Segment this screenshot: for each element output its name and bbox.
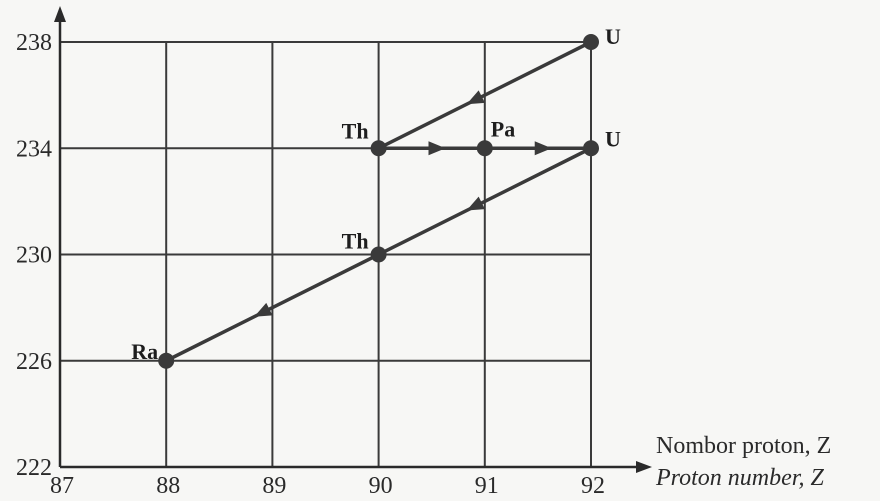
x-tick-label: 88 [156, 473, 180, 499]
y-tick-label: 226 [16, 349, 52, 375]
transition-arrow [254, 302, 273, 317]
x-tick-label: 90 [369, 473, 393, 499]
nuclide-labels: U Th Pa U Th Ra [131, 24, 621, 364]
nuclide-point [370, 140, 387, 157]
y-tick-label: 238 [16, 30, 52, 56]
nuclide-point [476, 140, 493, 157]
transition-line [165, 252, 380, 363]
nuclide-point [583, 140, 599, 157]
transition-arrow [534, 141, 552, 156]
nuclide-point [158, 352, 175, 369]
nuclide-point [370, 246, 387, 263]
x-tick-label: 87 [50, 473, 74, 499]
transition-arrow [466, 90, 485, 105]
decay-transitions [165, 40, 592, 363]
x-tick-label: 89 [262, 473, 286, 499]
grid [60, 41, 592, 467]
nuclide-label: U [605, 126, 621, 151]
nuclide-label: U [605, 24, 621, 49]
y-tick-label: 230 [16, 243, 52, 269]
x-axis-label: Nombor proton, Z [656, 433, 831, 459]
transition-line [377, 40, 592, 150]
nuclide-label: Th [342, 229, 369, 254]
axes [54, 6, 652, 473]
transition-arrow [466, 196, 485, 211]
y-tick-label: 234 [16, 136, 52, 162]
y-axis-arrow [54, 6, 66, 22]
tick-labels: 87 88 89 90 91 92 222 226 230 234 238 [16, 30, 605, 499]
x-axis-label-translation: Proton number, Z [655, 465, 824, 491]
nuclide-points [158, 34, 599, 369]
y-tick-label: 222 [16, 455, 52, 481]
transition-arrow [428, 141, 446, 156]
nuclide-point [583, 34, 599, 50]
x-axis-arrow [636, 461, 652, 473]
transition-line [377, 146, 592, 257]
nuclide-label: Ra [131, 339, 158, 364]
x-tick-label: 91 [475, 473, 499, 499]
nuclide-label: Pa [491, 116, 515, 141]
nuclide-label: Th [342, 118, 369, 143]
x-tick-label: 92 [581, 473, 605, 499]
